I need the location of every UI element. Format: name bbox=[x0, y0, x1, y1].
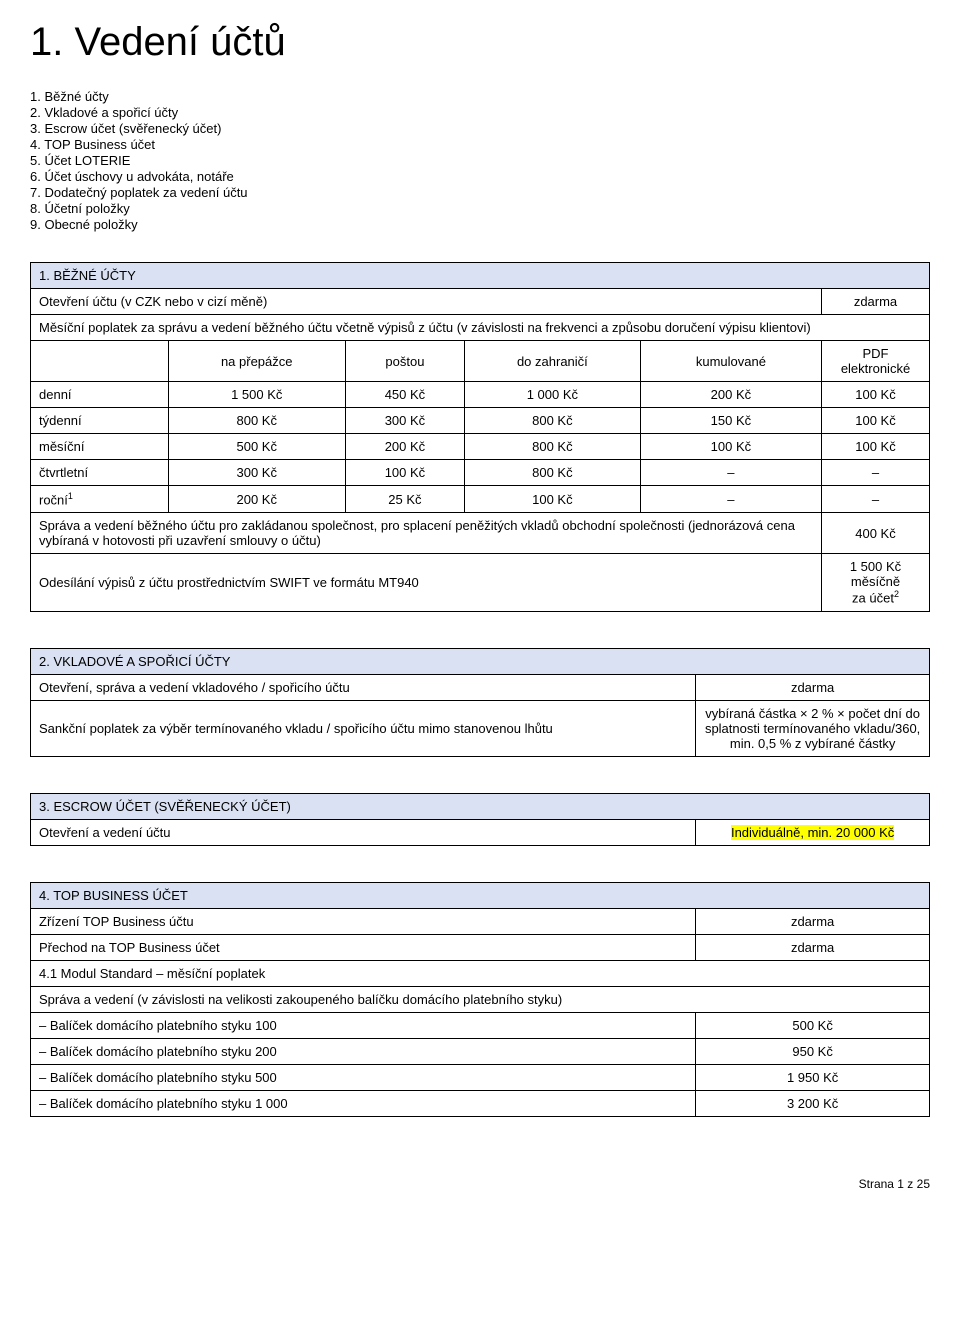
section4-table: 4. TOP BUSINESS ÚČET Zřízení TOP Busines… bbox=[30, 882, 930, 1117]
s1-merged2-label: Odesílání výpisů z účtu prostřednictvím … bbox=[31, 554, 822, 611]
toc-item: 3. Escrow účet (svěřenecký účet) bbox=[30, 121, 930, 136]
s1-col2: do zahraničí bbox=[464, 341, 640, 382]
s1-open-label: Otevření účtu (v CZK nebo v cizí měně) bbox=[31, 289, 822, 315]
table-cell: 25 Kč bbox=[345, 486, 464, 513]
s4-r1-label: Zřízení TOP Business účtu bbox=[31, 908, 696, 934]
page-title: 1. Vedení účtů bbox=[30, 20, 930, 65]
s3-r1-label: Otevření a vedení účtu bbox=[31, 819, 696, 845]
s1-merged2-value: 1 500 Kč měsíčně za účet2 bbox=[822, 554, 930, 611]
section2-header: 2. VKLADOVÉ A SPOŘICÍ ÚČTY bbox=[31, 648, 930, 674]
s2-r2-value: vybíraná částka × 2 % × počet dní do spl… bbox=[696, 700, 930, 756]
toc-item: 8. Účetní položky bbox=[30, 201, 930, 216]
table-cell: 300 Kč bbox=[168, 460, 345, 486]
s4-pkg-value: 950 Kč bbox=[696, 1038, 930, 1064]
s4-pkg-value: 500 Kč bbox=[696, 1012, 930, 1038]
s1-col4: PDF elektronické bbox=[822, 341, 930, 382]
s1-merged2-l2: za účet bbox=[852, 591, 894, 606]
table-cell: 450 Kč bbox=[345, 382, 464, 408]
toc-item: 7. Dodatečný poplatek za vedení účtu bbox=[30, 185, 930, 200]
s1-open-value: zdarma bbox=[822, 289, 930, 315]
page-footer: Strana 1 z 25 bbox=[30, 1177, 930, 1191]
s1-col-blank bbox=[31, 341, 169, 382]
s1-monthly-desc: Měsíční poplatek za správu a vedení běžn… bbox=[31, 315, 930, 341]
s4-r1-value: zdarma bbox=[696, 908, 930, 934]
table-cell: 800 Kč bbox=[464, 408, 640, 434]
row-label-text: roční bbox=[39, 492, 68, 507]
s4-pkg-label: – Balíček domácího platebního styku 500 bbox=[31, 1064, 696, 1090]
table-cell: 800 Kč bbox=[464, 460, 640, 486]
s1-col0: na přepážce bbox=[168, 341, 345, 382]
table-cell: – bbox=[822, 486, 930, 513]
s1-merged1-label: Správa a vedení běžného účtu pro zakláda… bbox=[31, 513, 822, 554]
s4-pkg-label: – Balíček domácího platebního styku 100 bbox=[31, 1012, 696, 1038]
table-cell: – bbox=[822, 460, 930, 486]
table-cell: – bbox=[640, 460, 821, 486]
table-row-label: roční1 bbox=[31, 486, 169, 513]
s1-merged2-l1: 1 500 Kč měsíčně bbox=[850, 559, 901, 589]
toc-item: 2. Vkladové a spořicí účty bbox=[30, 105, 930, 120]
section2-table: 2. VKLADOVÉ A SPOŘICÍ ÚČTY Otevření, spr… bbox=[30, 648, 930, 757]
toc-item: 5. Účet LOTERIE bbox=[30, 153, 930, 168]
s4-pkg-label: – Balíček domácího platebního styku 200 bbox=[31, 1038, 696, 1064]
s4-sub: 4.1 Modul Standard – měsíční poplatek bbox=[31, 960, 930, 986]
table-cell: 800 Kč bbox=[168, 408, 345, 434]
s2-r2-label: Sankční poplatek za výběr termínovaného … bbox=[31, 700, 696, 756]
toc-item: 9. Obecné položky bbox=[30, 217, 930, 232]
table-row-label: týdenní bbox=[31, 408, 169, 434]
table-cell: 150 Kč bbox=[640, 408, 821, 434]
table-row-label: denní bbox=[31, 382, 169, 408]
table-cell: 1 500 Kč bbox=[168, 382, 345, 408]
table-cell: 500 Kč bbox=[168, 434, 345, 460]
table-cell: 1 000 Kč bbox=[464, 382, 640, 408]
table-cell: 100 Kč bbox=[822, 408, 930, 434]
footnote-ref: 2 bbox=[894, 589, 899, 599]
section3-table: 3. ESCROW ÚČET (SVĚŘENECKÝ ÚČET) Otevřen… bbox=[30, 793, 930, 846]
s1-merged1-value: 400 Kč bbox=[822, 513, 930, 554]
table-row-label: měsíční bbox=[31, 434, 169, 460]
s3-r1-value: Individuálně, min. 20 000 Kč bbox=[696, 819, 930, 845]
s4-r2-value: zdarma bbox=[696, 934, 930, 960]
s4-pkg-label: – Balíček domácího platebního styku 1 00… bbox=[31, 1090, 696, 1116]
s1-col3: kumulované bbox=[640, 341, 821, 382]
s1-col1: poštou bbox=[345, 341, 464, 382]
toc-list: 1. Běžné účty 2. Vkladové a spořicí účty… bbox=[30, 89, 930, 232]
table-cell: 100 Kč bbox=[822, 382, 930, 408]
s4-sub2: Správa a vedení (v závislosti na velikos… bbox=[31, 986, 930, 1012]
table-cell: 200 Kč bbox=[640, 382, 821, 408]
toc-item: 1. Běžné účty bbox=[30, 89, 930, 104]
s4-pkg-value: 3 200 Kč bbox=[696, 1090, 930, 1116]
footnote-ref: 1 bbox=[68, 491, 73, 501]
section4-header: 4. TOP BUSINESS ÚČET bbox=[31, 882, 930, 908]
section3-header: 3. ESCROW ÚČET (SVĚŘENECKÝ ÚČET) bbox=[31, 793, 930, 819]
s2-r1-value: zdarma bbox=[696, 674, 930, 700]
s4-r2-label: Přechod na TOP Business účet bbox=[31, 934, 696, 960]
table-cell: 100 Kč bbox=[822, 434, 930, 460]
table-row-label: čtvrtletní bbox=[31, 460, 169, 486]
table-cell: 100 Kč bbox=[640, 434, 821, 460]
toc-item: 4. TOP Business účet bbox=[30, 137, 930, 152]
section1-header: 1. BĚŽNÉ ÚČTY bbox=[31, 263, 930, 289]
section1-table: 1. BĚŽNÉ ÚČTY Otevření účtu (v CZK nebo … bbox=[30, 262, 930, 612]
s4-pkg-value: 1 950 Kč bbox=[696, 1064, 930, 1090]
table-cell: 200 Kč bbox=[168, 486, 345, 513]
table-cell: 800 Kč bbox=[464, 434, 640, 460]
s2-r1-label: Otevření, správa a vedení vkladového / s… bbox=[31, 674, 696, 700]
table-cell: 300 Kč bbox=[345, 408, 464, 434]
table-cell: 100 Kč bbox=[464, 486, 640, 513]
s3-r1-highlight: Individuálně, min. 20 000 Kč bbox=[731, 825, 894, 840]
table-cell: – bbox=[640, 486, 821, 513]
table-cell: 200 Kč bbox=[345, 434, 464, 460]
toc-item: 6. Účet úschovy u advokáta, notáře bbox=[30, 169, 930, 184]
table-cell: 100 Kč bbox=[345, 460, 464, 486]
